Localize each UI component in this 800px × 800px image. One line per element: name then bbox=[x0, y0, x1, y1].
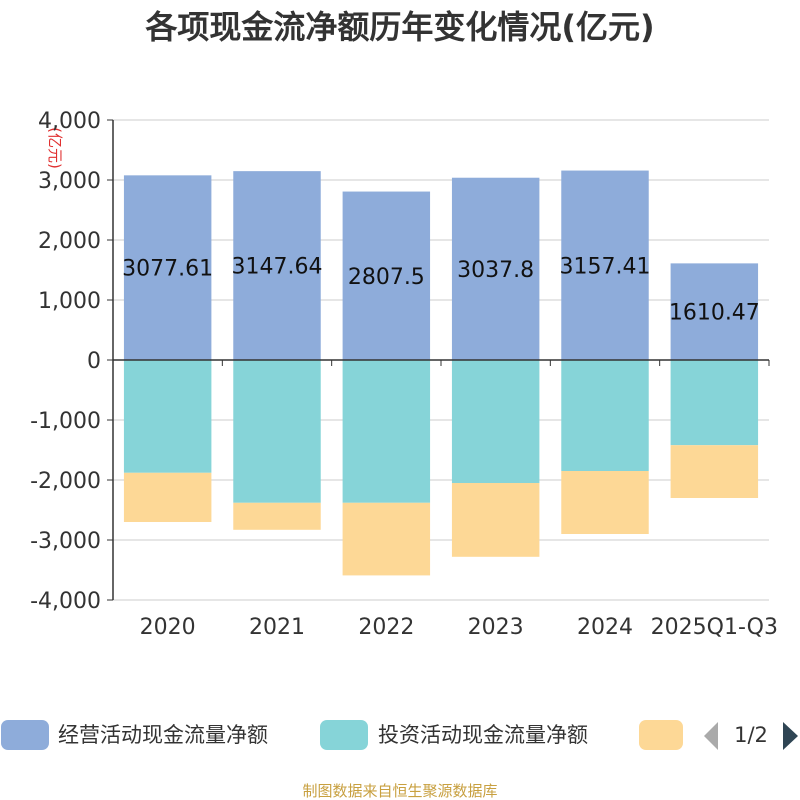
legend-prev-page-icon[interactable] bbox=[704, 722, 718, 750]
bar-s2-2025Q1-Q3 bbox=[670, 445, 759, 498]
bar-s2-2024 bbox=[561, 471, 649, 534]
y-tick-label: 4,000 bbox=[38, 109, 101, 134]
legend-label-investing[interactable]: 投资活动现金流量净额 bbox=[378, 723, 588, 747]
gridlines bbox=[113, 119, 769, 601]
legend-page-indicator: 1/2 bbox=[734, 723, 768, 747]
x-tick-label: 2024 bbox=[577, 615, 633, 640]
x-tick-label: 2022 bbox=[358, 615, 414, 640]
y-axis-unit-label: (亿元) bbox=[46, 127, 64, 169]
bar-s2-2022 bbox=[342, 502, 431, 576]
bar-s2-2023 bbox=[451, 483, 540, 557]
legend-label-operating[interactable]: 经营活动现金流量净额 bbox=[58, 723, 268, 747]
data-label-2025Q1-Q3: 1610.47 bbox=[669, 301, 760, 326]
y-tick-label: 3,000 bbox=[38, 169, 101, 194]
y-tick-label: -1,000 bbox=[30, 409, 101, 434]
bar-s1-2021 bbox=[233, 360, 321, 503]
legend-swatch-financing[interactable] bbox=[639, 720, 683, 750]
y-tick-label: -3,000 bbox=[30, 529, 101, 554]
bar-s1-2025Q1-Q3 bbox=[670, 360, 759, 446]
bar-s1-2020 bbox=[123, 360, 212, 473]
data-label-2020: 3077.61 bbox=[122, 257, 213, 282]
legend-next-page-icon[interactable] bbox=[783, 722, 798, 750]
x-tick-label: 2025Q1-Q3 bbox=[651, 615, 778, 640]
bar-s0-2023 bbox=[451, 177, 540, 360]
legend-swatch-operating[interactable] bbox=[1, 720, 49, 750]
y-tick-label: 1,000 bbox=[38, 289, 101, 314]
data-label-2023: 3037.8 bbox=[457, 258, 534, 283]
data-label-2024: 3157.41 bbox=[560, 254, 651, 279]
y-tick-label: -2,000 bbox=[30, 469, 101, 494]
bar-s2-2020 bbox=[123, 472, 212, 522]
x-tick-label: 2020 bbox=[140, 615, 196, 640]
legend-swatch-investing[interactable] bbox=[320, 720, 368, 750]
bar-s0-2024 bbox=[561, 170, 649, 360]
y-tick-label: -4,000 bbox=[30, 589, 101, 614]
chart-title: 各项现金流净额历年变化情况(亿元) bbox=[145, 8, 654, 46]
data-label-2022: 2807.5 bbox=[348, 265, 425, 290]
bars bbox=[123, 170, 759, 576]
bar-s1-2022 bbox=[342, 360, 431, 503]
data-source-note: 制图数据来自恒生聚源数据库 bbox=[302, 782, 497, 800]
y-tick-label: 0 bbox=[87, 349, 101, 374]
bar-s2-2021 bbox=[233, 502, 321, 530]
axes: 4,000 3,000 2,000 1,000 0 -1,000 -2,000 -3,000 -… bbox=[30, 109, 778, 640]
data-labels: 3077.61 3147.64 2807.5 3037.8 3157.41 1610.47 bbox=[122, 254, 760, 325]
data-label-2021: 3147.64 bbox=[232, 255, 323, 280]
legend: 经营活动现金流量净额 投资活动现金流量净额 1/2 bbox=[1, 720, 798, 750]
bar-s0-2020 bbox=[123, 175, 212, 360]
bar-s0-2021 bbox=[233, 171, 321, 360]
bar-s1-2023 bbox=[451, 360, 540, 483]
x-tick-label: 2023 bbox=[468, 615, 524, 640]
bar-s0-2025Q1-Q3 bbox=[670, 263, 759, 360]
x-tick-label: 2021 bbox=[249, 615, 305, 640]
bar-s1-2024 bbox=[561, 360, 649, 471]
bar-s0-2022 bbox=[342, 191, 431, 360]
y-tick-label: 2,000 bbox=[38, 229, 101, 254]
